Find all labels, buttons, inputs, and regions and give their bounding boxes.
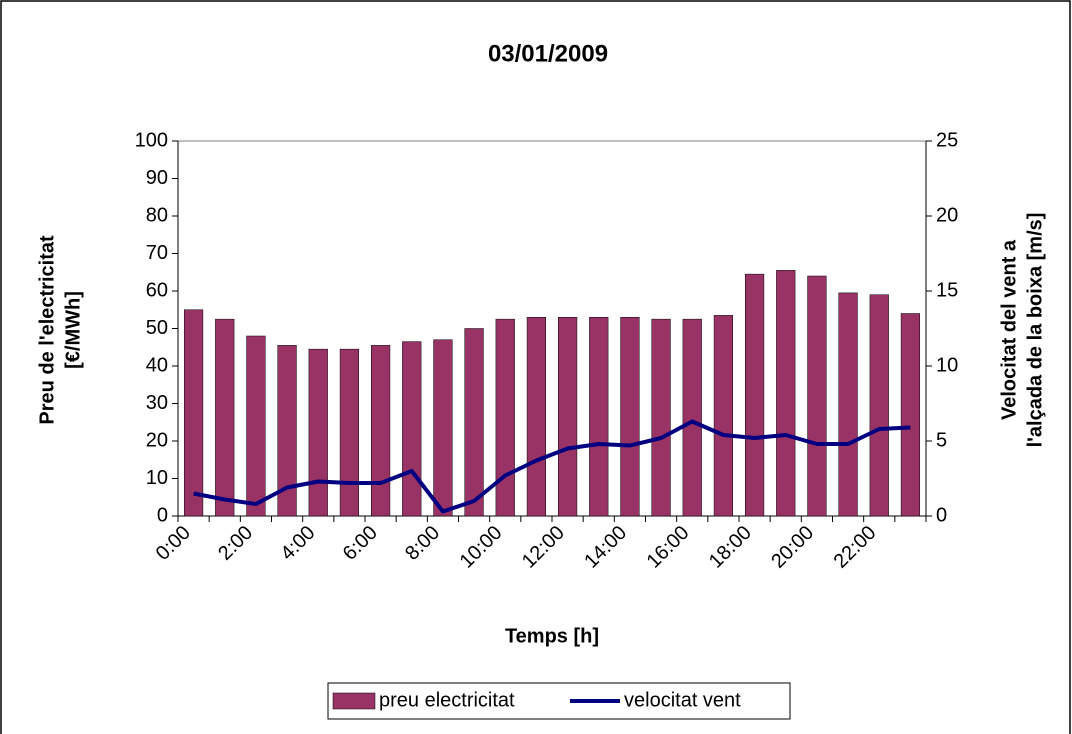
y2-tick-label: 5 bbox=[936, 429, 947, 451]
chart-title: 03/01/2009 bbox=[488, 40, 608, 67]
y-axis-title-line: Preu de l'electricitat bbox=[36, 235, 58, 425]
bar bbox=[682, 318, 702, 517]
y-tick-label: 20 bbox=[146, 429, 168, 451]
y2-axis-title-line: Velocitat del vent a bbox=[998, 239, 1020, 420]
bar bbox=[713, 315, 734, 517]
bar bbox=[464, 328, 484, 517]
bar bbox=[620, 317, 640, 517]
y-tick-label: 60 bbox=[146, 279, 168, 301]
bar bbox=[807, 275, 827, 517]
bar bbox=[651, 318, 671, 517]
bar bbox=[215, 318, 235, 517]
bar bbox=[183, 309, 204, 517]
y2-axis-title-line: l'alçada de la boixa [m/s] bbox=[1024, 213, 1046, 448]
y2-tick-label: 10 bbox=[936, 354, 958, 376]
bar bbox=[900, 313, 921, 517]
x-axis-title: Temps [h] bbox=[505, 625, 599, 647]
y-tick-label: 100 bbox=[135, 129, 168, 151]
bar bbox=[246, 335, 266, 517]
y2-tick-label: 15 bbox=[936, 279, 958, 301]
bar bbox=[402, 341, 422, 517]
bar bbox=[370, 345, 391, 517]
y-tick-label: 50 bbox=[146, 317, 168, 339]
bar bbox=[433, 339, 453, 517]
bar bbox=[526, 317, 547, 517]
bar bbox=[495, 318, 515, 517]
y-tick-label: 80 bbox=[146, 204, 168, 226]
y-axis-title-line: [€/MWh] bbox=[62, 291, 84, 369]
bar bbox=[869, 294, 889, 517]
bar bbox=[589, 317, 609, 517]
y-tick-label: 40 bbox=[146, 354, 168, 376]
bar bbox=[339, 348, 360, 517]
y-tick-label: 30 bbox=[146, 392, 168, 414]
bar bbox=[744, 273, 765, 517]
y-axis-title: Preu de l'electricitat [€/MWh] bbox=[36, 235, 84, 425]
y-tick-label: 70 bbox=[146, 242, 168, 264]
bar bbox=[277, 345, 297, 517]
y2-tick-label: 25 bbox=[936, 129, 958, 151]
y2-tick-label: 20 bbox=[936, 204, 958, 226]
legend-swatch bbox=[332, 692, 376, 710]
legend-label: velocitat vent bbox=[624, 689, 741, 711]
bar bbox=[557, 317, 578, 517]
y2-axis-title: Velocitat del vent a l'alçada de la boix… bbox=[998, 213, 1046, 448]
bar bbox=[308, 348, 328, 517]
y-tick-label: 10 bbox=[146, 467, 168, 489]
legend-label: preu electricitat bbox=[379, 689, 515, 711]
y2-tick-label: 0 bbox=[936, 504, 947, 526]
line bbox=[193, 419, 911, 514]
bar bbox=[838, 292, 858, 517]
bar bbox=[776, 270, 796, 517]
y-tick-label: 0 bbox=[157, 504, 168, 526]
legend-box bbox=[327, 682, 791, 720]
y-tick-label: 90 bbox=[146, 167, 168, 189]
